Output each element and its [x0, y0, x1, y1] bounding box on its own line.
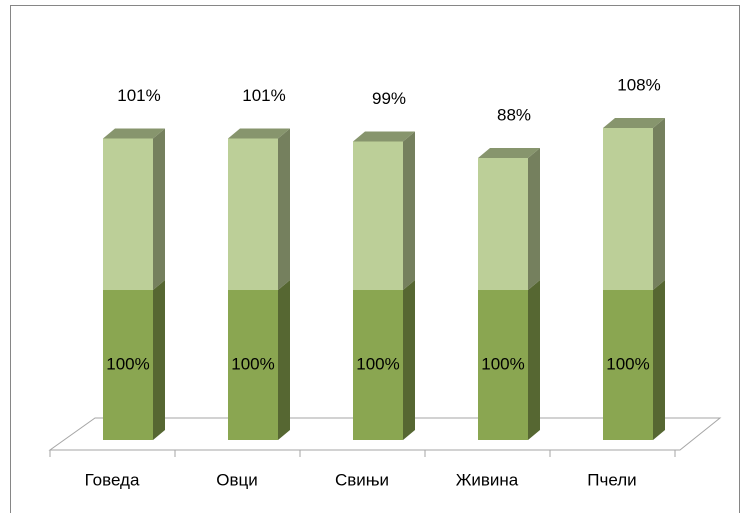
bar [353, 141, 403, 290]
bar-top [353, 131, 415, 142]
bar-top [103, 128, 165, 139]
data-label: 99% [372, 89, 406, 108]
bar-side [528, 280, 540, 440]
bar-side [653, 118, 665, 290]
bar [103, 290, 153, 440]
floor [48, 417, 722, 451]
bar-top [478, 148, 540, 158]
bar [478, 158, 528, 290]
data-label: 100% [106, 354, 149, 373]
bar-side [153, 128, 165, 290]
bar [228, 290, 278, 440]
bar-side [528, 148, 540, 290]
x-tick-label: Пчели [587, 470, 636, 489]
data-label: 101% [242, 86, 285, 105]
data-label: 100% [356, 354, 399, 373]
data-label: 108% [617, 75, 660, 94]
bar [353, 290, 403, 440]
data-label: 100% [606, 354, 649, 373]
x-tick-label: Живина [456, 470, 519, 489]
bar [478, 290, 528, 440]
bar-side [278, 280, 290, 440]
bar [603, 128, 653, 290]
data-label: 101% [117, 86, 160, 105]
x-tick-label: Овци [216, 470, 258, 489]
bar-side [653, 280, 665, 440]
data-label: 100% [481, 354, 524, 373]
bar [603, 290, 653, 440]
bar-side [403, 131, 415, 290]
bar [228, 138, 278, 290]
x-tick-label: Свињи [335, 470, 389, 489]
bar-side [403, 280, 415, 440]
bar-top [228, 128, 290, 139]
x-tick-label: Говеда [85, 470, 140, 489]
data-label: 88% [497, 105, 531, 124]
bar [103, 138, 153, 290]
bar-side [153, 280, 165, 440]
chart-frame [10, 5, 740, 513]
data-label: 100% [231, 354, 274, 373]
bar-side [278, 128, 290, 290]
bar-top [603, 118, 665, 128]
